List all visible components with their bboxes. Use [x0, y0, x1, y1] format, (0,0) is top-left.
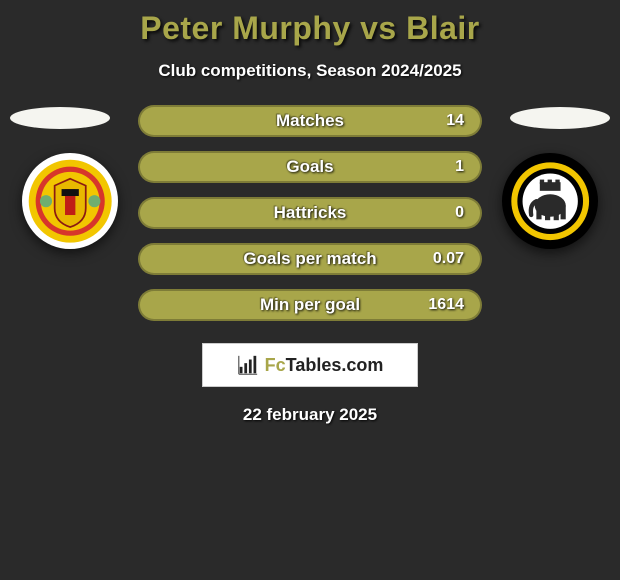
brand-prefix: Fc — [265, 355, 286, 375]
comparison-card: Peter Murphy vs Blair Club competitions,… — [0, 0, 620, 425]
stat-label: Goals — [286, 157, 333, 177]
stat-value: 1 — [455, 158, 464, 176]
stat-row: Matches 14 — [138, 105, 482, 137]
brand-text: FcTables.com — [265, 355, 384, 376]
player-ellipse-right — [510, 107, 610, 129]
dumbarton-fc-crest-icon — [507, 158, 593, 244]
date-text: 22 february 2025 — [0, 405, 620, 425]
stat-row: Min per goal 1614 — [138, 289, 482, 321]
stat-value: 0 — [455, 204, 464, 222]
stat-row: Hattricks 0 — [138, 197, 482, 229]
stats-list: Matches 14 Goals 1 Hattricks 0 Goals per… — [138, 105, 482, 321]
stat-label: Min per goal — [260, 295, 360, 315]
stat-label: Matches — [276, 111, 344, 131]
brand-attribution[interactable]: FcTables.com — [202, 343, 418, 387]
stat-value: 0.07 — [433, 250, 464, 268]
stat-label: Hattricks — [274, 203, 347, 223]
page-title: Peter Murphy vs Blair — [0, 10, 620, 47]
stat-row: Goals 1 — [138, 151, 482, 183]
club-badge-left — [22, 153, 118, 249]
player-ellipse-left — [10, 107, 110, 129]
stat-value: 1614 — [428, 296, 464, 314]
main-area: Matches 14 Goals 1 Hattricks 0 Goals per… — [0, 105, 620, 425]
stat-value: 14 — [446, 112, 464, 130]
brand-suffix: Tables.com — [286, 355, 384, 375]
stat-label: Goals per match — [243, 249, 376, 269]
season-subtitle: Club competitions, Season 2024/2025 — [0, 61, 620, 81]
annan-athletic-crest-icon — [27, 158, 113, 244]
club-badge-right — [502, 153, 598, 249]
stat-row: Goals per match 0.07 — [138, 243, 482, 275]
bar-chart-icon — [237, 354, 259, 376]
